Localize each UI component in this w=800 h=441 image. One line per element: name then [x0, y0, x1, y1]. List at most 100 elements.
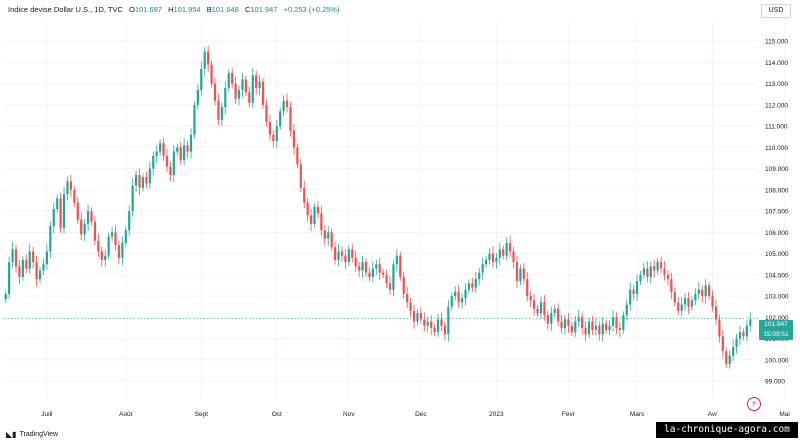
- candle-body: [73, 189, 76, 203]
- candle-body: [76, 202, 79, 220]
- x-tick-label: Déc: [415, 411, 427, 418]
- x-tick-label: Nov: [343, 411, 355, 418]
- candle-body: [279, 111, 282, 127]
- candle-body: [625, 304, 628, 316]
- y-tick-label: 112.000: [765, 102, 788, 109]
- candle-body: [701, 289, 704, 297]
- candle-body: [285, 100, 289, 108]
- candle-body: [169, 166, 172, 176]
- candle-body: [268, 121, 272, 135]
- candle-body: [234, 83, 237, 99]
- x-tick-label: Oct: [272, 411, 282, 418]
- candle-body: [272, 134, 275, 142]
- candle-body: [495, 257, 498, 263]
- candle-body: [148, 168, 151, 184]
- candle-body: [498, 249, 501, 258]
- x-tick-label: Sept: [195, 411, 209, 418]
- candle-body: [110, 232, 114, 237]
- candle-body: [32, 251, 35, 263]
- candle-body: [141, 177, 145, 188]
- x-tick-label: Févr: [562, 411, 576, 418]
- candle-body: [557, 308, 560, 322]
- candle-body: [515, 262, 519, 282]
- candle-body: [622, 315, 625, 331]
- candle-body: [97, 240, 100, 252]
- tradingview-logo[interactable]: ◣▮ TradingView: [6, 430, 58, 439]
- candle-body: [697, 289, 700, 294]
- candle-body: [742, 332, 745, 337]
- candle-body: [183, 145, 186, 161]
- tv-logo-icon: ◣▮: [6, 430, 17, 439]
- candle-body: [83, 223, 86, 235]
- candle-body: [649, 266, 652, 277]
- candle-body: [134, 175, 138, 186]
- bar-countdown: 15:09:51: [763, 331, 789, 338]
- y-tick-label: 111.000: [765, 124, 788, 131]
- candle-body: [653, 266, 656, 271]
- candle-body: [533, 300, 536, 309]
- candle-body: [14, 249, 18, 267]
- candle-body: [690, 300, 694, 307]
- candle-body: [618, 327, 622, 331]
- candle-body: [93, 221, 97, 241]
- candle-body: [200, 68, 203, 91]
- candle-body: [296, 147, 299, 165]
- candle-body: [718, 319, 721, 337]
- candle-body: [560, 321, 563, 328]
- symbol-header: Indice devise Dollar U.S., 1D, TVC O101.…: [8, 5, 339, 14]
- candle-body: [52, 209, 55, 226]
- candle-body: [512, 251, 515, 263]
- high-label: H: [168, 5, 174, 14]
- candle-body: [237, 90, 241, 99]
- candle-body: [484, 259, 488, 265]
- candle-body: [502, 249, 505, 256]
- candle-body: [460, 298, 464, 303]
- candle-body: [392, 264, 395, 290]
- candle-body: [687, 298, 690, 307]
- x-tick-label: Juill: [41, 411, 53, 418]
- candle-body: [433, 327, 436, 333]
- candle-body: [316, 206, 320, 214]
- candle-body: [231, 73, 234, 84]
- candle-body: [309, 215, 313, 224]
- candle-body: [464, 289, 467, 299]
- change-value: +0.253 (+0.25%): [283, 5, 340, 14]
- candle-body: [639, 274, 642, 282]
- y-tick-label: 108.000: [765, 187, 789, 194]
- candle-body: [227, 73, 230, 88]
- y-tick-label: 110.000: [765, 145, 788, 152]
- candle-body: [632, 289, 635, 294]
- x-tick-label: Avr: [708, 411, 718, 418]
- candle-body: [721, 336, 724, 352]
- y-tick-label: 103.000: [765, 294, 789, 301]
- candle-body: [303, 187, 306, 203]
- time-axis[interactable]: Juill Août Sept Oct Nov Déc 2023 Févr Mars Avr Mai…: [41, 411, 800, 418]
- candle-body: [577, 317, 580, 322]
- open-value: 101.687: [134, 5, 162, 14]
- candle-body: [388, 283, 392, 290]
- lightning-icon[interactable]: ⚡: [747, 397, 761, 411]
- candle-body: [430, 321, 433, 328]
- candle-body: [478, 272, 481, 280]
- candle-body: [45, 251, 49, 265]
- candle-body: [121, 242, 124, 258]
- candle-body: [62, 194, 66, 229]
- candle-body: [327, 232, 330, 239]
- currency-button[interactable]: USD: [761, 4, 791, 18]
- candle-body: [42, 264, 45, 271]
- candle-body: [749, 319, 752, 326]
- candle-body: [18, 266, 21, 277]
- candle-body: [598, 325, 601, 335]
- candle-body: [605, 323, 608, 331]
- candle-body: [289, 107, 292, 131]
- candle-body: [25, 259, 28, 269]
- y-tick-label: 106.000: [765, 230, 789, 237]
- candle-body: [505, 242, 508, 256]
- candle-body: [508, 242, 512, 252]
- candle-body: [673, 291, 676, 303]
- candle-body: [735, 338, 738, 348]
- candle-body: [539, 302, 543, 314]
- candle-body: [38, 270, 42, 280]
- candle-body: [714, 306, 718, 320]
